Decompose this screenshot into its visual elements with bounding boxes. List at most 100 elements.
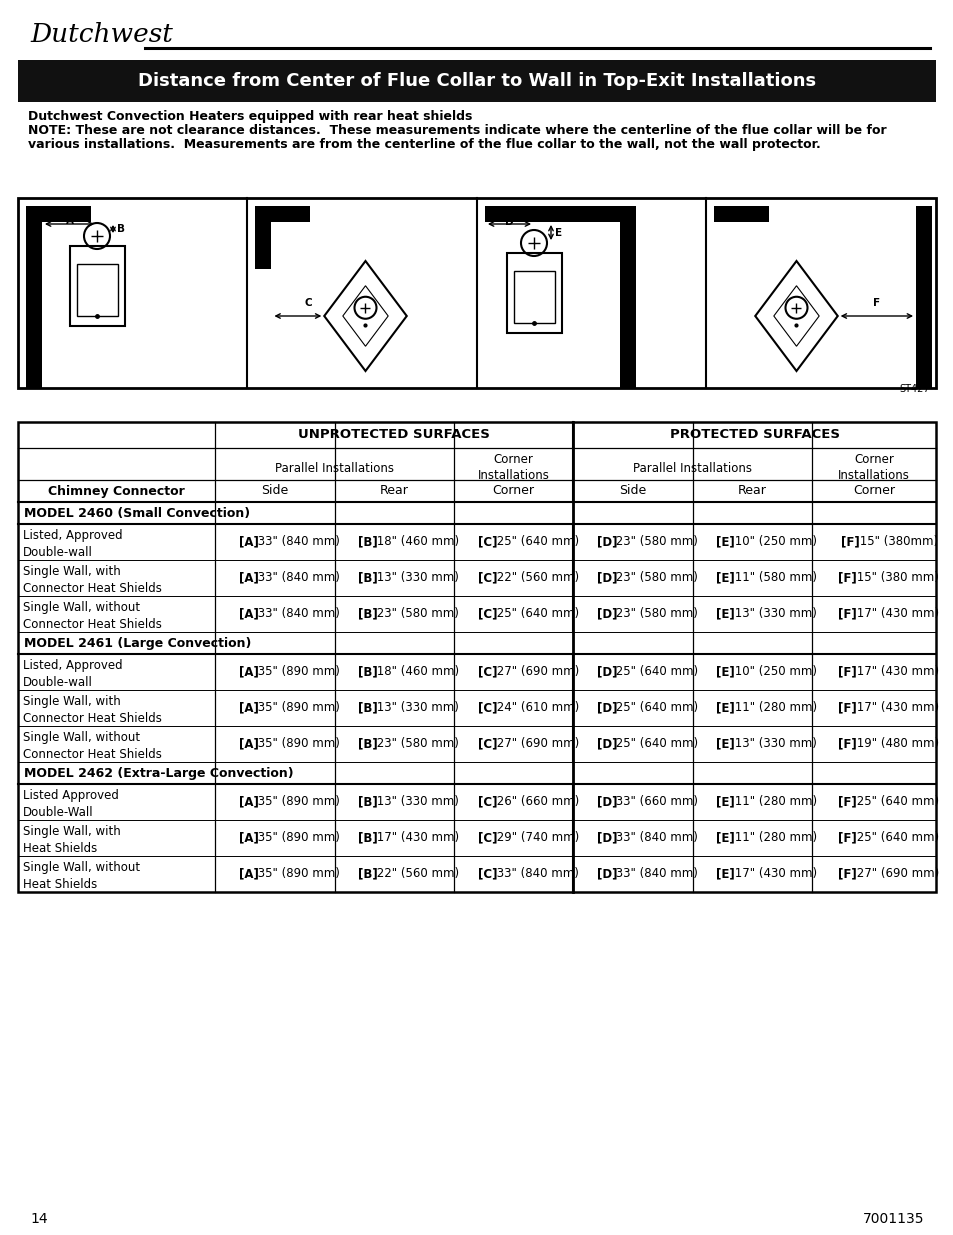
Text: E: E bbox=[555, 227, 561, 237]
Text: Dutchwest: Dutchwest bbox=[30, 22, 172, 47]
Text: [B]: [B] bbox=[358, 536, 377, 548]
Text: [F]: [F] bbox=[837, 795, 856, 809]
Text: Dutchwest Convection Heaters equipped with rear heat shields: Dutchwest Convection Heaters equipped wi… bbox=[28, 110, 472, 124]
Text: 26" (660 mm): 26" (660 mm) bbox=[492, 795, 578, 809]
Text: 17" (430 mm): 17" (430 mm) bbox=[852, 666, 938, 678]
Text: [A]: [A] bbox=[239, 701, 258, 715]
Text: [A]: [A] bbox=[239, 831, 258, 845]
Text: 27" (690 mm): 27" (690 mm) bbox=[492, 666, 578, 678]
Text: 35" (890 mm): 35" (890 mm) bbox=[253, 666, 339, 678]
Text: [C]: [C] bbox=[477, 536, 497, 548]
Text: 24" (610 mm): 24" (610 mm) bbox=[492, 701, 578, 715]
Text: [A]: [A] bbox=[239, 737, 258, 751]
Text: 33" (840 mm): 33" (840 mm) bbox=[253, 608, 339, 620]
Text: [E]: [E] bbox=[716, 701, 735, 715]
Text: 29" (740 mm): 29" (740 mm) bbox=[492, 831, 578, 845]
Text: [E]: [E] bbox=[716, 572, 735, 584]
Text: [E]: [E] bbox=[716, 737, 735, 751]
Text: 27" (690 mm): 27" (690 mm) bbox=[492, 737, 578, 751]
Text: [B]: [B] bbox=[358, 608, 377, 620]
Text: [B]: [B] bbox=[358, 867, 377, 881]
Text: [B]: [B] bbox=[358, 737, 377, 751]
Text: [A]: [A] bbox=[239, 795, 258, 809]
Text: 10" (250 mm): 10" (250 mm) bbox=[731, 536, 817, 548]
Text: [B]: [B] bbox=[358, 795, 377, 809]
Text: 33" (660 mm): 33" (660 mm) bbox=[612, 795, 698, 809]
Bar bbox=[18, 422, 935, 892]
Text: 25" (640 mm): 25" (640 mm) bbox=[612, 701, 698, 715]
Text: 33" (840 mm): 33" (840 mm) bbox=[253, 536, 339, 548]
Text: Listed Approved
Double-Wall: Listed Approved Double-Wall bbox=[23, 789, 119, 819]
Text: 25" (640 mm): 25" (640 mm) bbox=[492, 608, 578, 620]
Text: 27" (690 mm): 27" (690 mm) bbox=[852, 867, 939, 881]
Text: Corner
Installations: Corner Installations bbox=[838, 453, 909, 482]
Text: [C]: [C] bbox=[477, 737, 497, 751]
Text: Rear: Rear bbox=[379, 484, 409, 498]
Text: [F]: [F] bbox=[837, 737, 856, 751]
Text: Single Wall, with
Connector Heat Shields: Single Wall, with Connector Heat Shields bbox=[23, 695, 162, 725]
Text: F: F bbox=[872, 298, 880, 308]
Text: [F]: [F] bbox=[837, 867, 856, 881]
Text: 13" (330 mm): 13" (330 mm) bbox=[731, 737, 817, 751]
Text: 22" (560 mm): 22" (560 mm) bbox=[373, 867, 459, 881]
Text: [D]: [D] bbox=[597, 608, 617, 620]
Text: 33" (840 mm): 33" (840 mm) bbox=[612, 831, 698, 845]
Text: [F]: [F] bbox=[840, 536, 859, 548]
Text: [A]: [A] bbox=[239, 608, 258, 620]
Bar bbox=[714, 206, 769, 222]
Text: 14: 14 bbox=[30, 1212, 48, 1226]
Text: [D]: [D] bbox=[597, 666, 617, 678]
Text: [B]: [B] bbox=[358, 831, 377, 845]
Text: 33" (840 mm): 33" (840 mm) bbox=[492, 867, 578, 881]
Text: Single Wall, with
Connector Heat Shields: Single Wall, with Connector Heat Shields bbox=[23, 564, 162, 595]
Text: 25" (640 mm): 25" (640 mm) bbox=[612, 737, 698, 751]
Text: 35" (890 mm): 35" (890 mm) bbox=[253, 867, 339, 881]
Text: [F]: [F] bbox=[837, 666, 856, 678]
Text: Listed, Approved
Double-wall: Listed, Approved Double-wall bbox=[23, 659, 123, 689]
Text: 13" (330 mm): 13" (330 mm) bbox=[373, 572, 458, 584]
Text: 11" (280 mm): 11" (280 mm) bbox=[731, 831, 817, 845]
Text: [D]: [D] bbox=[597, 831, 617, 845]
Text: 17" (430 mm): 17" (430 mm) bbox=[731, 867, 817, 881]
Text: [C]: [C] bbox=[477, 795, 497, 809]
Text: 17" (430 mm): 17" (430 mm) bbox=[852, 701, 938, 715]
Text: Corner: Corner bbox=[492, 484, 535, 498]
Text: D: D bbox=[505, 217, 514, 227]
Text: 33" (840 mm): 33" (840 mm) bbox=[253, 572, 339, 584]
Text: 35" (890 mm): 35" (890 mm) bbox=[253, 831, 339, 845]
Text: 23" (580 mm): 23" (580 mm) bbox=[612, 608, 698, 620]
Text: 35" (890 mm): 35" (890 mm) bbox=[253, 795, 339, 809]
Bar bbox=[619, 206, 636, 388]
Text: [A]: [A] bbox=[239, 867, 258, 881]
Text: [A]: [A] bbox=[239, 536, 258, 548]
Text: NOTE: These are not clearance distances.  These measurements indicate where the : NOTE: These are not clearance distances.… bbox=[28, 124, 885, 137]
Text: [C]: [C] bbox=[477, 608, 497, 620]
Text: Corner: Corner bbox=[852, 484, 894, 498]
Text: 25" (640 mm): 25" (640 mm) bbox=[852, 831, 938, 845]
Text: [D]: [D] bbox=[597, 536, 617, 548]
Text: [E]: [E] bbox=[716, 666, 735, 678]
Text: [E]: [E] bbox=[716, 867, 735, 881]
Bar bbox=[255, 206, 272, 269]
Text: 25" (640 mm): 25" (640 mm) bbox=[612, 666, 698, 678]
Text: 23" (580 mm): 23" (580 mm) bbox=[612, 536, 698, 548]
Bar bbox=[70, 246, 125, 326]
Text: 11" (280 mm): 11" (280 mm) bbox=[731, 701, 817, 715]
Text: Chimney Connector: Chimney Connector bbox=[49, 484, 185, 498]
Text: 25" (640 mm): 25" (640 mm) bbox=[492, 536, 578, 548]
Text: 35" (890 mm): 35" (890 mm) bbox=[253, 701, 339, 715]
Text: various installations.  Measurements are from the centerline of the flue collar : various installations. Measurements are … bbox=[28, 138, 820, 151]
Text: 13" (330 mm): 13" (330 mm) bbox=[373, 795, 458, 809]
Text: [C]: [C] bbox=[477, 666, 497, 678]
Text: 15" (380 mm): 15" (380 mm) bbox=[852, 572, 938, 584]
Text: [E]: [E] bbox=[716, 536, 735, 548]
Text: 15" (380mm): 15" (380mm) bbox=[855, 536, 937, 548]
Text: Single Wall, without
Heat Shields: Single Wall, without Heat Shields bbox=[23, 861, 140, 890]
Text: 17" (430 mm): 17" (430 mm) bbox=[852, 608, 938, 620]
Text: [A]: [A] bbox=[239, 666, 258, 678]
Text: UNPROTECTED SURFACES: UNPROTECTED SURFACES bbox=[298, 429, 490, 441]
Text: [D]: [D] bbox=[597, 795, 617, 809]
Text: Side: Side bbox=[261, 484, 289, 498]
Text: Parallel Installations: Parallel Installations bbox=[633, 462, 752, 475]
Text: Side: Side bbox=[618, 484, 646, 498]
